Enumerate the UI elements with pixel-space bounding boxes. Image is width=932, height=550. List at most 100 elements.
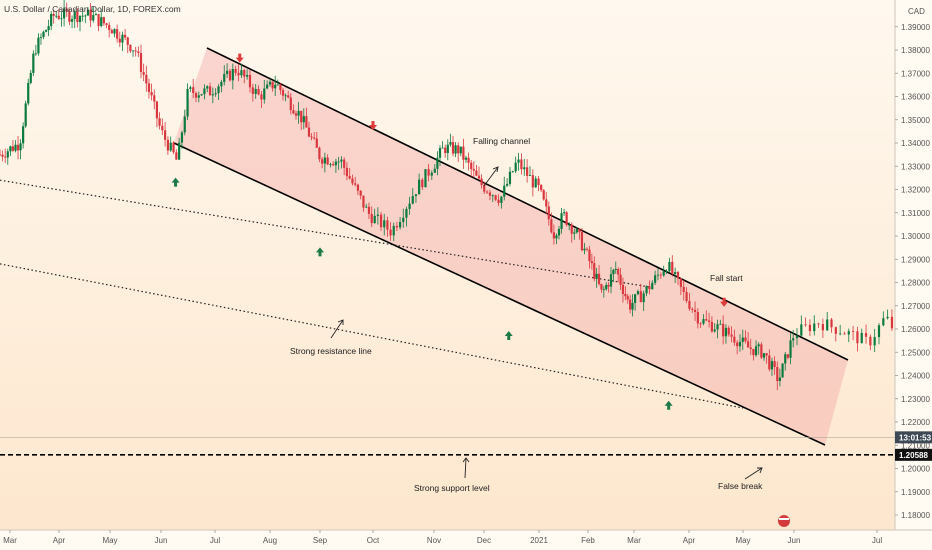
channel-lower-line bbox=[173, 142, 826, 446]
candle-body bbox=[76, 11, 79, 23]
candle-body bbox=[773, 361, 776, 368]
candle-body bbox=[11, 146, 15, 151]
candle-body bbox=[757, 344, 760, 347]
current-time-badge bbox=[895, 431, 932, 444]
candle-body bbox=[730, 334, 733, 337]
candle-body bbox=[139, 53, 143, 73]
candle-body bbox=[804, 324, 807, 326]
candle-body bbox=[702, 319, 705, 324]
candle-body bbox=[642, 293, 645, 303]
candle-body bbox=[784, 354, 787, 364]
candle-body bbox=[752, 348, 755, 356]
candle-body bbox=[520, 159, 523, 170]
candle-body bbox=[800, 324, 803, 336]
falling-channel-label: Falling channel bbox=[473, 136, 530, 146]
candle-body bbox=[246, 74, 249, 77]
candle-body bbox=[713, 329, 716, 332]
candle-body bbox=[231, 69, 234, 81]
y-tick-label: 1.38000 bbox=[901, 46, 930, 55]
candle-body bbox=[110, 30, 113, 34]
candle-body bbox=[707, 320, 711, 322]
candle-body bbox=[367, 206, 371, 214]
false-break-leader bbox=[744, 467, 763, 480]
candle-body bbox=[27, 82, 30, 104]
candle-body bbox=[22, 126, 25, 144]
candle-body bbox=[411, 195, 414, 204]
candle-body bbox=[424, 169, 427, 188]
candle-body bbox=[648, 286, 651, 290]
candle-body bbox=[451, 142, 455, 154]
candle-body bbox=[166, 139, 170, 151]
candle-body bbox=[287, 95, 290, 98]
support-leader bbox=[464, 457, 467, 479]
candle-body bbox=[662, 271, 665, 276]
candle-body bbox=[70, 19, 74, 22]
candle-body bbox=[634, 294, 637, 304]
candle-body bbox=[770, 361, 774, 370]
candle-body bbox=[843, 333, 846, 335]
candle-body bbox=[449, 142, 452, 145]
candle-body bbox=[226, 70, 229, 74]
candle-body bbox=[318, 147, 321, 160]
candle-body bbox=[113, 29, 116, 34]
candle-body bbox=[237, 72, 240, 76]
candle-body bbox=[50, 14, 53, 27]
candle-body bbox=[573, 232, 576, 234]
candle-body bbox=[693, 309, 697, 313]
candle-body bbox=[691, 308, 694, 310]
candle-body bbox=[313, 137, 316, 139]
candle-body bbox=[337, 161, 340, 163]
candle-body bbox=[547, 206, 550, 220]
candle-body bbox=[600, 283, 603, 290]
current-time-label: 13:01:53 bbox=[899, 433, 932, 442]
candle-body bbox=[839, 333, 842, 335]
candle-body bbox=[214, 93, 217, 95]
candle-body bbox=[624, 293, 627, 297]
candle-body bbox=[472, 168, 475, 171]
candle-body bbox=[789, 340, 792, 358]
candle-body bbox=[890, 316, 894, 329]
candle-body bbox=[310, 136, 313, 138]
candle-body bbox=[710, 321, 713, 332]
x-tick-label: Aug bbox=[263, 536, 277, 545]
candle-body bbox=[161, 125, 164, 131]
y-tick-label: 1.21000 bbox=[901, 441, 930, 450]
sell-arrow-icon bbox=[235, 53, 244, 63]
candle-body bbox=[334, 161, 337, 166]
annotations: Falling channel Fall start Strong resistan… bbox=[0, 53, 895, 527]
candle-body bbox=[565, 212, 568, 225]
candle-body bbox=[65, 8, 68, 12]
candle-body bbox=[208, 86, 212, 96]
candle-body bbox=[851, 331, 855, 332]
candle-body bbox=[436, 157, 439, 169]
support-price-label: 1.20588 bbox=[899, 451, 928, 460]
candle-body bbox=[78, 15, 82, 23]
candle-body bbox=[741, 337, 744, 342]
candle-body bbox=[699, 323, 702, 325]
candle-body bbox=[568, 224, 571, 226]
candle-body bbox=[354, 183, 357, 185]
candle-body bbox=[189, 87, 192, 89]
candle-body bbox=[671, 261, 674, 274]
candle-body bbox=[583, 248, 586, 251]
candle-body bbox=[654, 275, 657, 283]
channel-upper-line bbox=[206, 47, 849, 361]
candle-body bbox=[118, 38, 121, 43]
candle-body bbox=[142, 72, 145, 75]
y-tick-label: 1.20000 bbox=[901, 465, 930, 474]
candle-body bbox=[192, 87, 195, 94]
x-tick-label: Mar bbox=[627, 536, 641, 545]
candle-body bbox=[542, 190, 545, 200]
candle-body bbox=[609, 274, 613, 287]
time-axis-bg bbox=[0, 530, 932, 550]
candle-body bbox=[679, 278, 682, 287]
candle-body bbox=[500, 196, 503, 203]
candle-body bbox=[206, 86, 209, 89]
candle-body bbox=[89, 9, 92, 21]
x-tick-label: Sep bbox=[313, 536, 328, 545]
candle-body bbox=[402, 217, 405, 222]
candle-body bbox=[6, 151, 9, 158]
candle-body bbox=[57, 15, 60, 19]
candle-body bbox=[873, 337, 876, 346]
